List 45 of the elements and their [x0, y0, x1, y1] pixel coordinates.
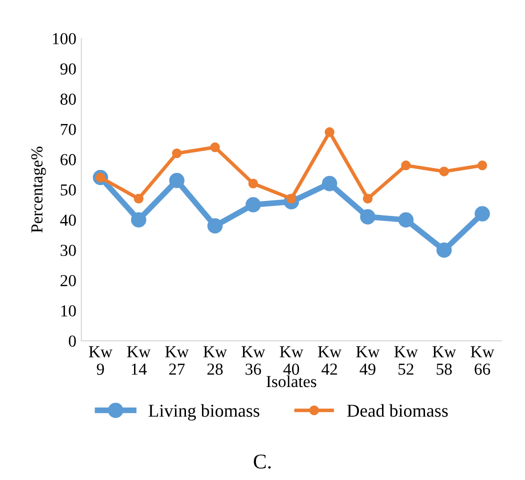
x-tick-label: Kw 58 [432, 346, 456, 375]
legend-label: Dead biomass [347, 404, 448, 417]
point [360, 209, 376, 224]
x-tick-label: Kw 52 [394, 346, 418, 375]
point [134, 194, 144, 204]
x-tick-label: Kw 28 [203, 346, 227, 375]
y-tick-label: 50 [60, 184, 76, 196]
y-tick-label: 20 [60, 275, 76, 286]
legend-label: Living biomass [148, 404, 260, 421]
x-axis-title: Isolates [266, 375, 316, 388]
x-tick-label: Kw 40 [280, 346, 304, 375]
x-tick-label: Kw 66 [470, 346, 494, 375]
point [401, 160, 411, 170]
y-tick-label: 80 [60, 94, 76, 105]
y-tick-label: 40 [60, 214, 76, 226]
point [477, 160, 488, 170]
text: C. [254, 454, 271, 469]
x-tick-label: Kw 42 [318, 346, 342, 375]
x-tick-label: Kw 14 [127, 346, 151, 375]
y-tick-label: 60 [60, 154, 76, 166]
y-axis-title: Percentage% [31, 146, 46, 233]
point [210, 142, 220, 152]
x-tick-label: Kw 9 [88, 346, 112, 375]
y-tick-label: 0 [68, 336, 76, 347]
point [169, 172, 184, 188]
x-tick-label: Kw 49 [356, 346, 380, 375]
y-tick-label: 70 [60, 124, 76, 136]
point [439, 166, 449, 176]
point [322, 176, 338, 192]
point [474, 206, 490, 222]
point [172, 148, 182, 158]
point [436, 242, 452, 258]
point [324, 127, 334, 138]
x-tick-label: Kw 36 [242, 346, 266, 375]
point [207, 218, 223, 234]
y-tick-label: 30 [60, 244, 76, 256]
x-tick-label: Kw 27 [165, 346, 189, 375]
point [248, 178, 258, 188]
point [246, 197, 261, 212]
y-tick-label: 90 [60, 63, 76, 75]
point [398, 212, 414, 228]
point [362, 194, 373, 204]
y-tick-label: 10 [61, 305, 76, 317]
point [131, 212, 146, 228]
y-tick-label: 100 [52, 33, 76, 44]
